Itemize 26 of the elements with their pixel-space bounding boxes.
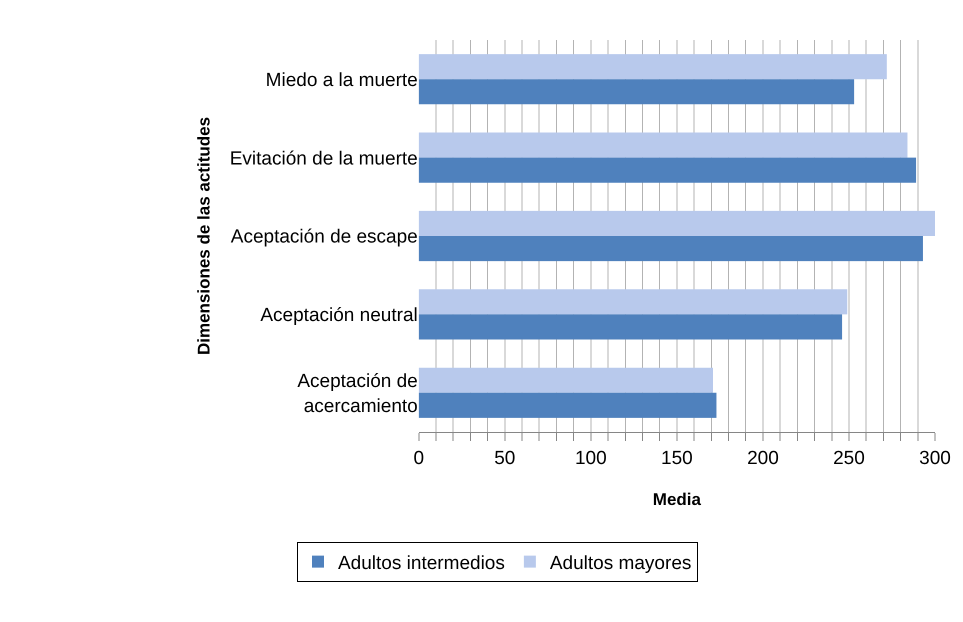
legend-label: Adultos mayores [550, 553, 692, 574]
bar [418, 368, 714, 393]
x-tick-label: 0 [413, 448, 424, 469]
bar [418, 54, 887, 80]
x-axis-title: Media [652, 490, 702, 510]
bar [418, 79, 854, 104]
bar [418, 132, 908, 158]
y-tick-label: Aceptación de acercamiento [297, 371, 418, 417]
bar [418, 210, 935, 236]
y-tick-label: Evitación de la muerte [230, 148, 418, 170]
legend-label: Adultos intermedios [338, 553, 505, 574]
x-tick-label: 200 [747, 448, 779, 469]
bar [418, 314, 842, 340]
y-axis-title: Dimensiones de las actitudes [194, 116, 214, 356]
bar [418, 158, 916, 183]
x-tick-label: 50 [494, 448, 516, 469]
bar [418, 236, 923, 262]
x-tick-label: 300 [919, 448, 951, 469]
x-tick-label: 150 [661, 448, 693, 469]
bar [418, 392, 716, 418]
x-tick-label: 100 [574, 448, 607, 469]
y-tick-label: Miedo a la muerte [266, 70, 418, 91]
y-tick-label: Aceptación neutral [260, 305, 418, 326]
y-tick-label: Aceptación de escape [230, 226, 418, 248]
x-tick-label: 250 [833, 448, 865, 469]
bar [418, 289, 848, 314]
